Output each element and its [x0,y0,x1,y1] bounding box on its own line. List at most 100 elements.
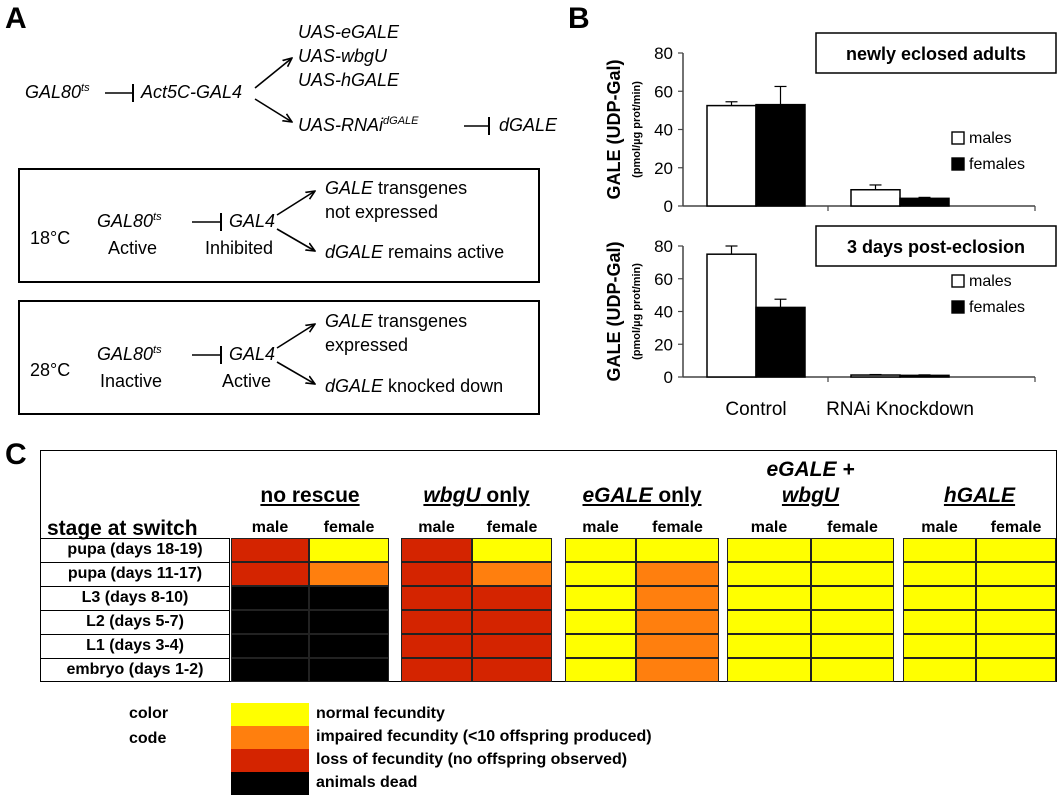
y-tick-label: 20 [654,335,673,354]
uas-hgale-label: UAS-hGALE [298,70,400,90]
y-axis-label: GALE (UDP-Gal) [604,241,624,381]
dgale-label: dGALE [499,115,558,135]
group-header-ew-line2: wbgU [781,484,840,507]
group-header-part: hGALE [943,484,1016,507]
cell-eg-male [565,538,636,562]
cell-eg-male [565,634,636,658]
cell-ew-female [811,562,894,586]
stage-label: pupa (days 11-17) [40,562,230,586]
cell-nr-male [231,586,309,610]
cell-ew-male [727,562,811,586]
sex-label-male: male [251,519,289,536]
group-header-hg: hGALE [903,484,1056,508]
legend-label-red: loss of fecundity (no offspring observed… [316,751,628,768]
gal80-state-28c: Inactive [100,371,163,391]
gal4-28c: GAL4 [229,344,276,364]
top-divider-right [565,450,1057,451]
cell-eg-female [636,658,719,682]
cell-wb-male [401,634,472,658]
bar-females [899,197,950,207]
group-header-eg: eGALE only [565,484,719,508]
legend-swatch-females [951,300,965,314]
legend-label-males: males [969,130,1012,147]
stage-label: pupa (days 18-19) [40,538,230,562]
stage-label: L2 (days 5-7) [40,610,230,634]
cell-hg-female [976,610,1056,634]
uas-rnai-label: UAS-RNAidGALE [298,115,419,135]
sex-label-female: female [652,519,703,536]
cell-nr-female [309,562,389,586]
cell-ew-female [811,658,894,682]
cell-ew-male [727,586,811,610]
stage-label: L1 (days 3-4) [40,634,230,658]
sex-label-female: female [323,519,375,536]
bar-females [899,374,950,378]
panel-c-letter: C [5,438,27,471]
sex-label-male: male [582,519,619,536]
outcome1-18c: GALE transgenes [325,178,468,198]
sex-label-male: male [418,519,455,536]
bar-females [755,306,806,378]
cell-eg-female [636,538,719,562]
gal80ts-28c: GAL80ts [97,344,162,364]
panel-b-letter: B [568,2,590,35]
legend-swatch-yellow [231,703,309,726]
cell-ew-female [811,586,894,610]
y-tick-label: 0 [664,368,673,387]
outcome1b-18c: not expressed [325,202,439,222]
stage-header: stage at switch [47,517,198,540]
cell-nr-female [309,658,389,682]
cell-nr-male [231,538,309,562]
cell-eg-male [565,658,636,682]
cell-ew-male [727,610,811,634]
cell-hg-male [903,610,976,634]
gal80ts-18c: GAL80ts [97,211,162,231]
group-header-part: eGALE [582,484,653,507]
cell-hg-female [976,538,1056,562]
outcome2-28c: dGALE knocked down [325,376,504,396]
gal4-state-18c: Inhibited [205,238,274,258]
cell-eg-male [565,610,636,634]
legend-label-males: males [969,273,1012,290]
cell-nr-female [309,538,389,562]
legend-swatch-males [951,274,965,288]
outcome1b-28c: expressed [325,335,409,355]
cell-eg-female [636,634,719,658]
legend-title-color: color [129,705,169,722]
legend-swatch-black [231,772,309,795]
chart-title: newly eclosed adults [846,44,1026,64]
legend-label-females: females [969,156,1025,173]
temp-28c: 28°C [30,360,71,380]
legend-title-code: code [129,730,167,747]
bar-males [706,253,757,378]
legend-label-orange: impaired fecundity (<10 offspring produc… [316,728,652,745]
legend-swatch-females [951,157,965,171]
cell-nr-male [231,562,309,586]
legend-swatch-males [951,131,965,145]
cell-hg-female [976,658,1056,682]
legend-swatch-orange [231,726,309,749]
cell-nr-female [309,586,389,610]
cell-hg-female [976,586,1056,610]
legend-label-black: animals dead [316,774,418,791]
uas-egale-label: UAS-eGALE [298,22,400,42]
cell-hg-male [903,586,976,610]
x-category-label: Control [725,399,786,420]
gal4-18c: GAL4 [229,211,276,231]
group-header-ew-line1: eGALE + [766,458,855,481]
cell-eg-male [565,562,636,586]
cell-ew-male [727,634,811,658]
box-18c [18,168,540,283]
cell-ew-female [811,610,894,634]
y-tick-label: 40 [654,303,673,322]
group-header-nr: no rescue [231,484,389,508]
outcome1-28c: GALE transgenes [325,311,468,331]
y-tick-label: 80 [654,237,673,256]
x-category-label: RNAi Knockdown [826,399,974,420]
gal80-state-18c: Active [108,238,158,258]
stage-label: L3 (days 8-10) [40,586,230,610]
group-header-part: no rescue [260,484,360,507]
cell-hg-male [903,538,976,562]
cell-eg-male [565,586,636,610]
y-tick-label: 0 [664,197,673,216]
